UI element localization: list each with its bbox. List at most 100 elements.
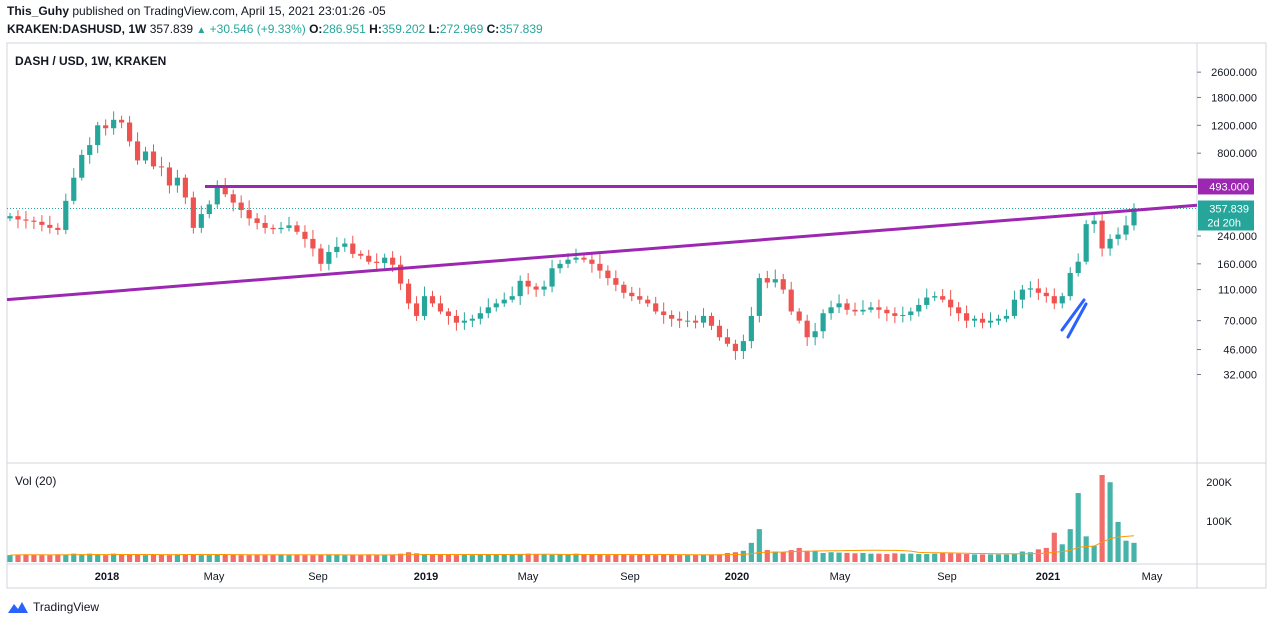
time-tick-label: May: [204, 571, 225, 583]
volume-bar: [366, 554, 372, 562]
volume-bar: [198, 555, 204, 562]
candle-body: [844, 303, 850, 310]
volume-bar: [645, 554, 651, 562]
candle-body: [230, 194, 236, 203]
volume-bar: [31, 554, 37, 562]
candle-body: [198, 214, 204, 228]
time-tick-label: Sep: [937, 571, 957, 583]
volume-bar: [995, 554, 1002, 562]
last-price-text: 357.839: [1209, 204, 1249, 216]
candle-body: [158, 166, 165, 168]
candle-body: [174, 177, 180, 186]
price-tick-label: 160.000: [1217, 259, 1257, 271]
time-tick-label: May: [830, 571, 851, 583]
volume-bar: [629, 555, 635, 562]
candle-body: [246, 210, 252, 219]
time-tick-label: Sep: [308, 571, 328, 583]
volume-bar: [684, 555, 691, 562]
price-tick-label: 32.000: [1223, 369, 1257, 381]
volume-bar: [956, 553, 962, 562]
candle-body: [1123, 225, 1129, 235]
candle-body: [629, 292, 635, 297]
volume-bar: [964, 554, 970, 562]
volume-bar: [979, 554, 986, 562]
candle-body: [900, 315, 906, 317]
candle-body: [134, 141, 141, 161]
candle-body: [597, 263, 603, 271]
candle-body: [501, 299, 507, 304]
volume-bar: [884, 554, 890, 562]
published-text: published on TradingView.com, April 15, …: [72, 4, 386, 18]
candle-body: [541, 286, 547, 290]
ohlc-line: KRAKEN:DASHUSD, 1W 357.839 ▲ +30.546 (+9…: [7, 22, 543, 36]
drawn-arrow: [1060, 298, 1088, 339]
volume-bar: [246, 555, 252, 562]
volume-bar: [916, 554, 922, 562]
volume-bar: [987, 554, 994, 562]
candle-body: [270, 227, 276, 230]
volume-bar: [1091, 545, 1097, 562]
volume-bar: [71, 553, 77, 562]
volume-bar: [653, 555, 659, 562]
volume-bar: [1003, 554, 1010, 562]
volume-bar: [549, 554, 555, 562]
candle-body: [1003, 315, 1010, 319]
low-value: 272.969: [439, 22, 484, 36]
volume-bar: [302, 555, 308, 562]
candle-body: [254, 218, 260, 223]
price-tick-label: 240.000: [1217, 231, 1257, 243]
high-label: H:: [369, 22, 382, 36]
volume-bar: [262, 555, 268, 562]
price-change: +30.546 (+9.33%): [209, 22, 306, 36]
volume-bar: [15, 554, 21, 562]
time-tick-label: 2020: [725, 571, 749, 583]
volume-bar: [669, 554, 675, 562]
candle-body: [390, 257, 396, 265]
volume-bar: [382, 554, 388, 562]
author-name[interactable]: This_Guhy: [7, 4, 70, 18]
candle-body: [1035, 288, 1041, 293]
candle-body: [382, 257, 388, 263]
volume-bar: [844, 552, 850, 562]
candle-body: [884, 309, 890, 314]
volume-bar: [174, 554, 180, 562]
open-label: O:: [309, 22, 323, 36]
volume-bar: [63, 554, 69, 562]
volume-bar: [501, 554, 507, 562]
candle-body: [979, 318, 986, 323]
time-tick-label: Sep: [620, 571, 640, 583]
volume-tick-label: 200K: [1206, 477, 1232, 489]
tradingview-footer[interactable]: TradingView: [7, 600, 99, 614]
candle-body: [828, 307, 834, 314]
volume-tick-label: 100K: [1206, 516, 1232, 528]
candle-body: [533, 286, 539, 290]
candle-body: [645, 299, 651, 304]
price-tick-label: 800.000: [1217, 148, 1257, 160]
candle-body: [126, 122, 133, 142]
candle-body: [700, 315, 707, 323]
volume-bar: [932, 553, 938, 562]
volume-bar: [405, 552, 412, 562]
candle-body: [7, 216, 13, 219]
candle-body: [724, 337, 731, 344]
time-tick-label: 2021: [1036, 571, 1060, 583]
candle-body: [262, 222, 268, 228]
volume-bar: [270, 554, 276, 562]
candle-body: [684, 320, 691, 322]
volume-bar: [206, 555, 212, 562]
volume-bar: [374, 555, 380, 562]
candle-body: [119, 119, 125, 123]
candle-body: [517, 280, 523, 297]
candle-body: [916, 304, 922, 312]
candle-body: [836, 303, 842, 308]
volume-bar: [971, 554, 978, 562]
volume-bar: [485, 554, 491, 562]
volume-bar: [461, 554, 467, 562]
candle-body: [71, 177, 77, 201]
candle-body: [788, 289, 794, 312]
volume-bar: [119, 554, 125, 562]
candle-body: [1043, 292, 1049, 297]
candle-body: [732, 343, 739, 352]
candle-body: [485, 307, 491, 314]
